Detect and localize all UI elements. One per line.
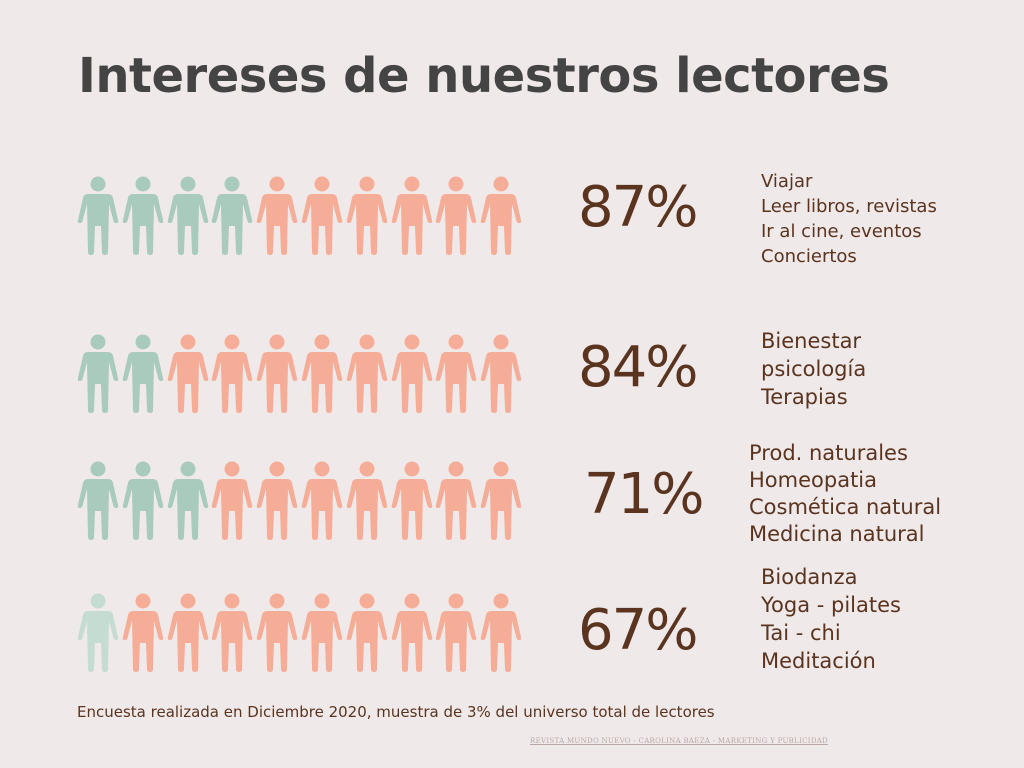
person-icon	[479, 333, 523, 413]
person-icon	[434, 460, 478, 540]
person-icon	[255, 460, 299, 540]
person-icon	[390, 592, 434, 672]
person-icon	[210, 175, 254, 255]
person-icon	[434, 333, 478, 413]
interest-item: Prod. naturales	[749, 441, 908, 465]
chart-row-viajar: 87% Viajar Leer libros, revistas Ir al c…	[0, 171, 1024, 275]
interest-item: Tai - chi	[761, 621, 841, 645]
people-pictograph	[76, 333, 526, 413]
people-pictograph	[76, 460, 526, 540]
credit-link[interactable]: REVISTA MUNDO NUEVO - CAROLINA BAEZA - M…	[530, 737, 829, 745]
interest-item: Ir al cine, eventos	[761, 221, 922, 242]
person-icon	[479, 592, 523, 672]
interest-item: Medicina natural	[749, 522, 925, 546]
percent-label: 71%	[584, 462, 704, 527]
person-icon	[390, 460, 434, 540]
interest-item: Bienestar	[761, 329, 862, 353]
interest-item: Viajar	[761, 171, 813, 192]
percent-label: 67%	[578, 598, 698, 663]
person-icon	[210, 592, 254, 672]
page-title: Intereses de nuestros lectores	[78, 48, 890, 104]
person-icon	[434, 592, 478, 672]
person-icon	[166, 175, 210, 255]
person-icon	[255, 333, 299, 413]
person-icon	[300, 460, 344, 540]
interest-item: Yoga - pilates	[761, 593, 901, 617]
person-icon	[210, 460, 254, 540]
interest-item: Meditación	[761, 649, 876, 673]
person-icon	[300, 592, 344, 672]
interest-item: Terapias	[761, 385, 848, 409]
person-icon	[479, 460, 523, 540]
person-icon	[121, 333, 165, 413]
person-icon	[390, 333, 434, 413]
person-icon	[300, 333, 344, 413]
chart-row-bienestar: 84% Bienestar psicología Terapias	[0, 329, 1024, 433]
interest-item: Cosmética natural	[749, 495, 942, 519]
interest-list: Bienestar psicología Terapias	[761, 327, 866, 411]
interest-item: Conciertos	[761, 246, 857, 267]
person-icon	[255, 175, 299, 255]
percent-label: 87%	[578, 175, 698, 240]
person-icon	[121, 592, 165, 672]
person-icon	[166, 333, 210, 413]
people-pictograph	[76, 175, 526, 255]
chart-row-naturales: 71% Prod. naturales Homeopatia Cosmética…	[0, 441, 1024, 560]
person-icon	[345, 592, 389, 672]
interest-item: Leer libros, revistas	[761, 196, 937, 217]
person-icon	[76, 333, 120, 413]
interest-list: Prod. naturales Homeopatia Cosmética nat…	[749, 440, 941, 548]
person-icon	[434, 175, 478, 255]
percent-label: 84%	[578, 335, 698, 400]
person-icon	[300, 175, 344, 255]
person-icon	[345, 333, 389, 413]
person-icon	[166, 460, 210, 540]
people-pictograph	[76, 592, 526, 672]
interest-item: Biodanza	[761, 565, 858, 589]
person-icon	[479, 175, 523, 255]
person-icon	[76, 175, 120, 255]
interest-list: Viajar Leer libros, revistas Ir al cine,…	[761, 169, 937, 269]
survey-footnote: Encuesta realizada en Diciembre 2020, mu…	[77, 703, 715, 721]
chart-row-biodanza: 67% Biodanza Yoga - pilates Tai - chi Me…	[0, 565, 1024, 692]
person-icon	[76, 592, 120, 672]
person-icon	[255, 592, 299, 672]
person-icon	[345, 460, 389, 540]
person-icon	[345, 175, 389, 255]
interest-list: Biodanza Yoga - pilates Tai - chi Medita…	[761, 563, 901, 675]
interest-item: Homeopatia	[749, 468, 877, 492]
person-icon	[210, 333, 254, 413]
person-icon	[121, 175, 165, 255]
person-icon	[166, 592, 210, 672]
interest-item: psicología	[761, 357, 867, 381]
person-icon	[390, 175, 434, 255]
person-icon	[121, 460, 165, 540]
person-icon	[76, 460, 120, 540]
